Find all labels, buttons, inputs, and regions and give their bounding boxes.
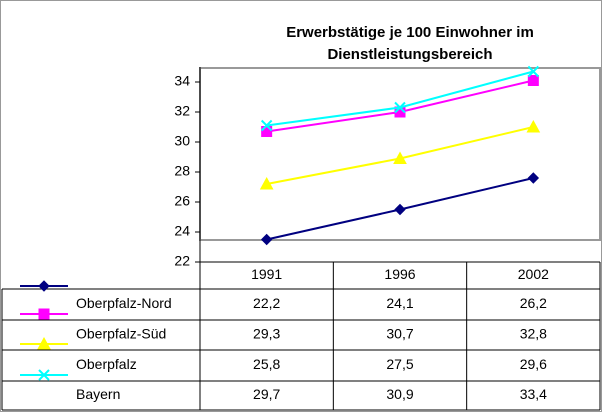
table-value: 25,8 [253, 356, 280, 372]
chart-title: Erwerbstätige je 100 Einwohner im Dienst… [286, 24, 534, 63]
y-tick-label: 28 [174, 163, 190, 179]
table-value: 22,2 [253, 295, 280, 311]
y-tick-label: 26 [174, 193, 190, 209]
legend-marker [38, 369, 50, 381]
y-tick-label: 32 [174, 103, 190, 119]
data-point [394, 101, 406, 114]
x-tick-label: 1996 [384, 266, 415, 282]
table-value: 30,9 [386, 386, 413, 402]
x-tick-label: 1991 [251, 266, 282, 282]
data-point [527, 65, 540, 78]
x-tick-label: 2002 [518, 266, 549, 282]
legend-label: Oberpfalz-Süd [76, 326, 166, 342]
table-value: 27,5 [386, 356, 413, 372]
data-point [527, 172, 540, 184]
table-value: 26,2 [520, 295, 547, 311]
data-point [260, 119, 273, 132]
table-value: 30,7 [386, 326, 413, 342]
data-point [393, 151, 407, 164]
y-tick-label: 24 [174, 223, 190, 239]
data-point [526, 119, 541, 133]
y-tick-label: 34 [174, 73, 190, 89]
table-value: 29,3 [253, 326, 280, 342]
series-line [266, 79, 534, 133]
legend-marker [37, 336, 51, 350]
legend-label: Bayern [76, 386, 120, 402]
table-value: 33,4 [520, 386, 547, 402]
y-tick-label: 22 [174, 253, 190, 269]
legend-marker [38, 308, 50, 320]
table-value: 29,6 [520, 356, 547, 372]
legend-label: Oberpfalz [76, 356, 137, 372]
data-point [260, 233, 273, 246]
data-point [259, 176, 274, 190]
y-tick-label: 30 [174, 133, 190, 149]
legend-marker [38, 280, 50, 292]
table-value: 24,1 [386, 295, 413, 311]
data-point [394, 203, 406, 216]
data-point [527, 75, 539, 86]
legend-label: Oberpfalz-Nord [76, 295, 172, 311]
table-value: 32,8 [520, 326, 547, 342]
table-value: 29,7 [253, 386, 280, 402]
